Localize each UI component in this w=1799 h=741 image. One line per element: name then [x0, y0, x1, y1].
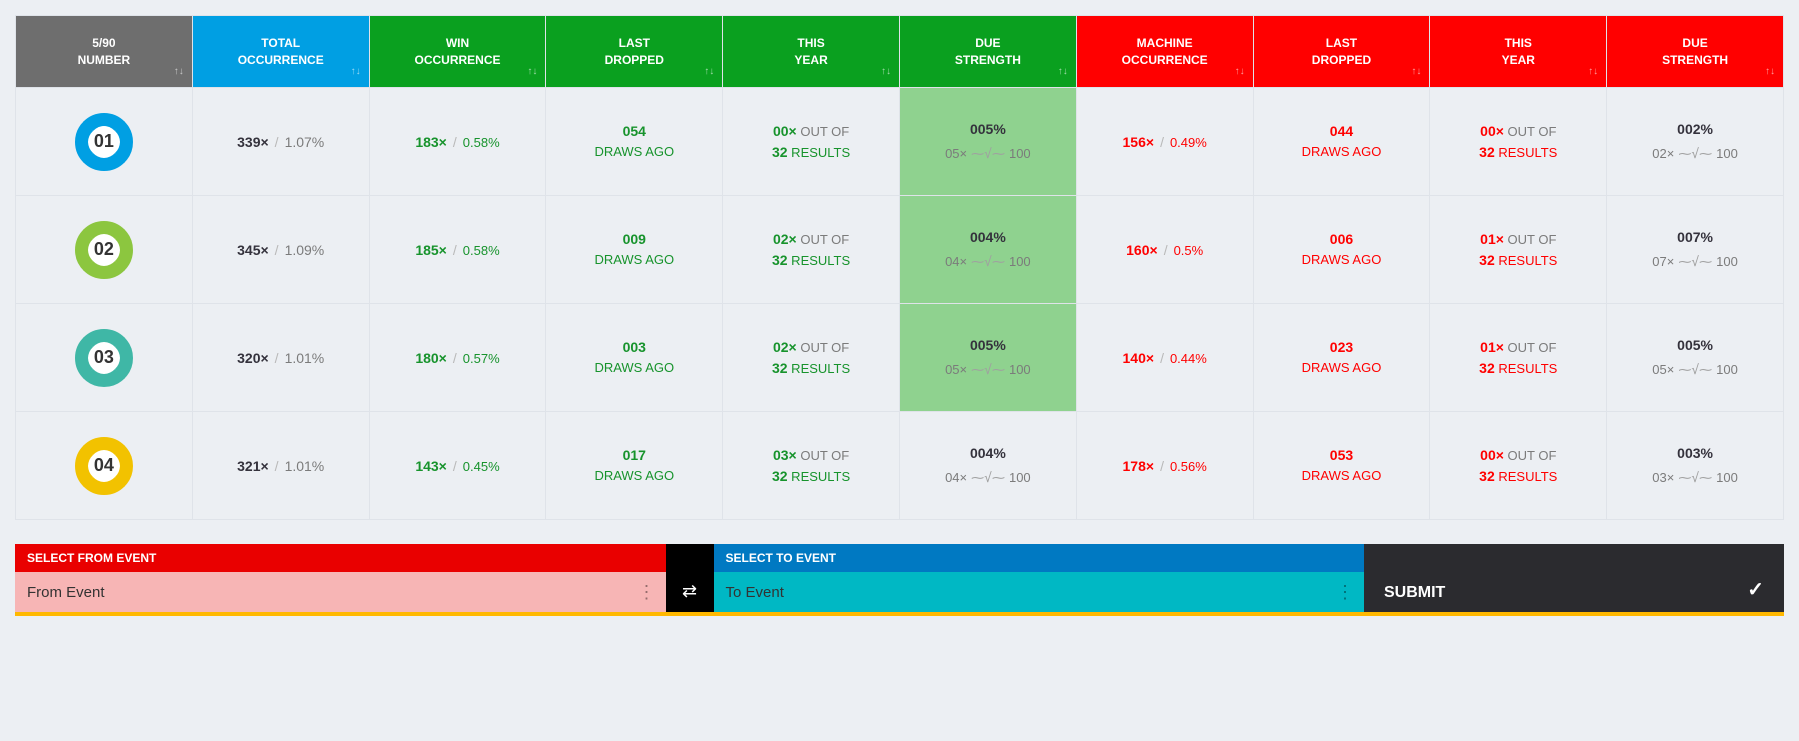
- col-header-5[interactable]: DUESTRENGTH↑↓: [899, 16, 1076, 88]
- machine-due-strength: 002%02×⁓√⁓100: [1607, 88, 1784, 196]
- total-occurrence: 345×/1.09%: [192, 196, 369, 304]
- col-header-3[interactable]: LASTDROPPED↑↓: [546, 16, 723, 88]
- stats-table-wrap: 5/90NUMBER↑↓TOTALOCCURRENCE↑↓WINOCCURREN…: [15, 15, 1784, 520]
- sort-icon: ↑↓: [1235, 65, 1245, 79]
- from-event-select[interactable]: From Event ⋮: [15, 572, 666, 612]
- machine-this-year: 01× OUT OF32 RESULTS: [1430, 196, 1607, 304]
- win-due-strength: 004%04×⁓√⁓100: [899, 196, 1076, 304]
- more-icon: ⋮: [1336, 582, 1352, 603]
- win-this-year: 02× OUT OF32 RESULTS: [723, 304, 900, 412]
- ball-cell[interactable]: 03: [16, 304, 193, 412]
- win-due-strength: 004%04×⁓√⁓100: [899, 412, 1076, 520]
- win-last-dropped: 054DRAWS AGO: [546, 88, 723, 196]
- col-header-0[interactable]: 5/90NUMBER↑↓: [16, 16, 193, 88]
- submit-button[interactable]: SUBMIT ✓: [1364, 544, 1784, 612]
- machine-occurrence: 160×/0.5%: [1076, 196, 1253, 304]
- sort-icon: ↑↓: [1588, 65, 1598, 79]
- table-row: 01339×/1.07%183×/0.58%054DRAWS AGO00× OU…: [16, 88, 1784, 196]
- win-this-year: 00× OUT OF32 RESULTS: [723, 88, 900, 196]
- sort-icon: ↑↓: [351, 65, 361, 79]
- ball-cell[interactable]: 04: [16, 412, 193, 520]
- col-header-1[interactable]: TOTALOCCURRENCE↑↓: [192, 16, 369, 88]
- col-header-8[interactable]: THISYEAR↑↓: [1430, 16, 1607, 88]
- win-occurrence: 183×/0.58%: [369, 88, 546, 196]
- sort-icon: ↑↓: [1058, 65, 1068, 79]
- to-event-col: SELECT TO EVENT To Event ⋮: [714, 544, 1365, 612]
- to-event-select[interactable]: To Event ⋮: [714, 572, 1365, 612]
- col-header-9[interactable]: DUESTRENGTH↑↓: [1607, 16, 1784, 88]
- machine-due-strength: 005%05×⁓√⁓100: [1607, 304, 1784, 412]
- machine-this-year: 00× OUT OF32 RESULTS: [1430, 88, 1607, 196]
- to-event-header: SELECT TO EVENT: [714, 544, 1365, 572]
- ball-number: 04: [94, 455, 114, 476]
- win-last-dropped: 003DRAWS AGO: [546, 304, 723, 412]
- col-header-2[interactable]: WINOCCURRENCE↑↓: [369, 16, 546, 88]
- machine-occurrence: 156×/0.49%: [1076, 88, 1253, 196]
- sort-icon: ↑↓: [174, 65, 184, 79]
- from-event-placeholder: From Event: [27, 584, 105, 601]
- total-occurrence: 321×/1.01%: [192, 412, 369, 520]
- ball-cell[interactable]: 02: [16, 196, 193, 304]
- win-this-year: 02× OUT OF32 RESULTS: [723, 196, 900, 304]
- ball-number: 02: [94, 239, 114, 260]
- sort-icon: ↑↓: [1765, 65, 1775, 79]
- ball-number: 03: [94, 347, 114, 368]
- submit-label: SUBMIT: [1384, 584, 1445, 602]
- machine-last-dropped: 044DRAWS AGO: [1253, 88, 1430, 196]
- ball-cell[interactable]: 01: [16, 88, 193, 196]
- swap-button[interactable]: ⇄: [666, 544, 714, 612]
- col-header-4[interactable]: THISYEAR↑↓: [723, 16, 900, 88]
- win-occurrence: 143×/0.45%: [369, 412, 546, 520]
- sort-icon: ↑↓: [881, 65, 891, 79]
- win-last-dropped: 017DRAWS AGO: [546, 412, 723, 520]
- machine-occurrence: 178×/0.56%: [1076, 412, 1253, 520]
- ball-number: 01: [94, 131, 114, 152]
- col-header-6[interactable]: MACHINEOCCURRENCE↑↓: [1076, 16, 1253, 88]
- win-this-year: 03× OUT OF32 RESULTS: [723, 412, 900, 520]
- machine-due-strength: 007%07×⁓√⁓100: [1607, 196, 1784, 304]
- table-row: 04 321×/1.01%143×/0.45%017DRAWS AGO03× OU…: [16, 412, 1784, 520]
- win-occurrence: 185×/0.58%: [369, 196, 546, 304]
- col-header-7[interactable]: LASTDROPPED↑↓: [1253, 16, 1430, 88]
- sort-icon: ↑↓: [1411, 65, 1421, 79]
- from-event-col: SELECT FROM EVENT From Event ⋮: [15, 544, 666, 612]
- from-event-header: SELECT FROM EVENT: [15, 544, 666, 572]
- table-row: 02 345×/1.09%185×/0.58%009DRAWS AGO02× OU…: [16, 196, 1784, 304]
- win-last-dropped: 009DRAWS AGO: [546, 196, 723, 304]
- win-occurrence: 180×/0.57%: [369, 304, 546, 412]
- win-due-strength: 005%05×⁓√⁓100: [899, 304, 1076, 412]
- stats-table: 5/90NUMBER↑↓TOTALOCCURRENCE↑↓WINOCCURREN…: [15, 15, 1784, 520]
- to-event-placeholder: To Event: [726, 584, 784, 601]
- machine-occurrence: 140×/0.44%: [1076, 304, 1253, 412]
- machine-last-dropped: 006DRAWS AGO: [1253, 196, 1430, 304]
- machine-last-dropped: 023DRAWS AGO: [1253, 304, 1430, 412]
- bottom-bar: SELECT FROM EVENT From Event ⋮ ⇄ SELECT …: [15, 544, 1784, 616]
- machine-last-dropped: 053DRAWS AGO: [1253, 412, 1430, 520]
- win-due-strength: 005%05×⁓√⁓100: [899, 88, 1076, 196]
- machine-this-year: 00× OUT OF32 RESULTS: [1430, 412, 1607, 520]
- machine-this-year: 01× OUT OF32 RESULTS: [1430, 304, 1607, 412]
- sort-icon: ↑↓: [704, 65, 714, 79]
- table-row: 03 320×/1.01%180×/0.57%003DRAWS AGO02× OU…: [16, 304, 1784, 412]
- machine-due-strength: 003%03×⁓√⁓100: [1607, 412, 1784, 520]
- sort-icon: ↑↓: [527, 65, 537, 79]
- total-occurrence: 320×/1.01%: [192, 304, 369, 412]
- check-icon: ✓: [1747, 577, 1764, 602]
- total-occurrence: 339×/1.07%: [192, 88, 369, 196]
- more-icon: ⋮: [638, 582, 654, 603]
